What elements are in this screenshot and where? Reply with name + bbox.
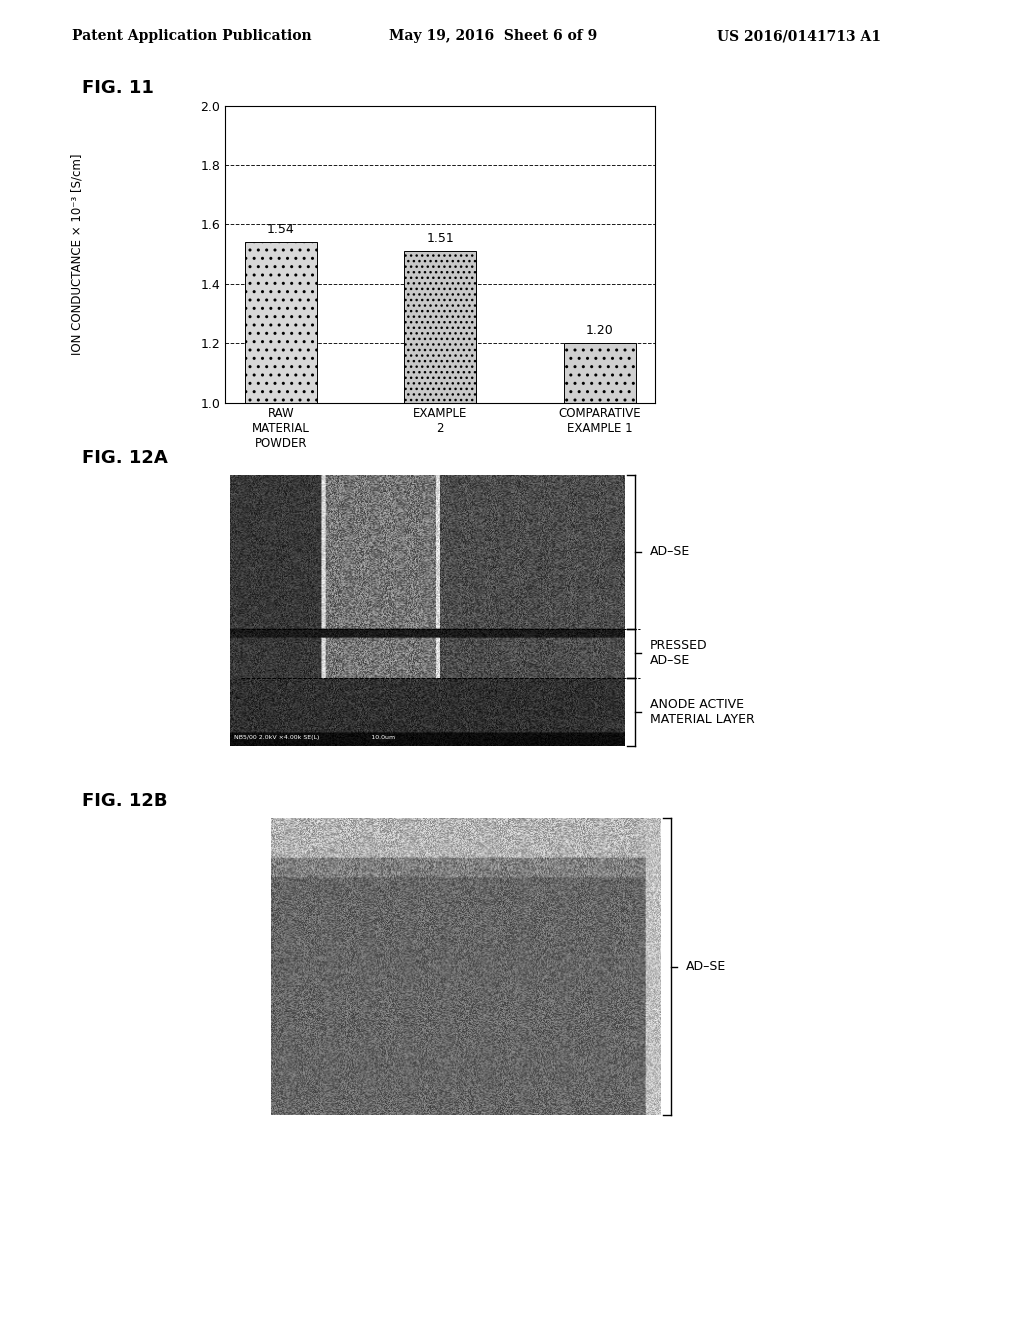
Bar: [564, 343, 636, 403]
Text: NB5/00 2.0kV ×4.00k SE(L)                          10.0um: NB5/00 2.0kV ×4.00k SE(L) 10.0um: [234, 735, 395, 741]
Text: FIG. 11: FIG. 11: [82, 79, 154, 98]
Bar: [245, 243, 316, 403]
Text: AD–SE: AD–SE: [650, 545, 690, 558]
Text: FIG. 12A: FIG. 12A: [82, 449, 168, 467]
Text: Patent Application Publication: Patent Application Publication: [72, 29, 311, 44]
Text: 1.54: 1.54: [267, 223, 295, 236]
Text: FIG. 12B: FIG. 12B: [82, 792, 167, 810]
Text: May 19, 2016  Sheet 6 of 9: May 19, 2016 Sheet 6 of 9: [389, 29, 597, 44]
Text: US 2016/0141713 A1: US 2016/0141713 A1: [717, 29, 881, 44]
Text: AD–SE: AD–SE: [686, 961, 726, 973]
Bar: [404, 251, 476, 403]
Text: 1.20: 1.20: [586, 325, 613, 337]
Text: ION CONDUCTANCE × 10⁻³ [S/cm]: ION CONDUCTANCE × 10⁻³ [S/cm]: [71, 153, 83, 355]
Text: PRESSED
AD–SE: PRESSED AD–SE: [650, 639, 708, 668]
Text: ANODE ACTIVE
MATERIAL LAYER: ANODE ACTIVE MATERIAL LAYER: [650, 698, 755, 726]
Text: 1.51: 1.51: [426, 232, 455, 246]
